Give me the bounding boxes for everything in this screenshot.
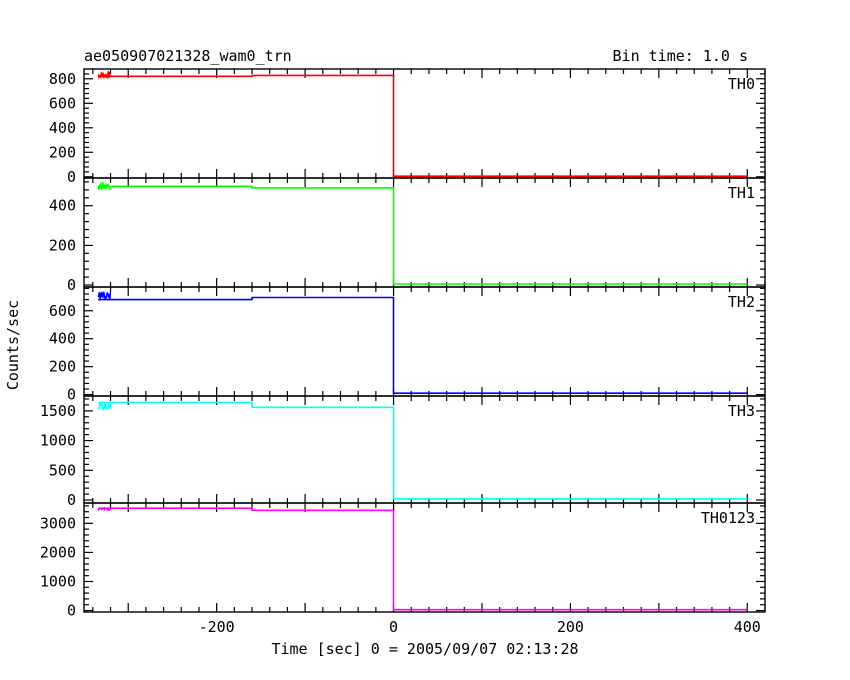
y-tick-label: 400 xyxy=(49,119,76,137)
y-axis-label: Counts/sec xyxy=(4,300,22,390)
y-tick-label: 0 xyxy=(67,602,76,620)
panel-th0123: 0 1000 2000 3000 -200 0 200 400 TH0123 xyxy=(40,502,766,636)
y-tick-label: 800 xyxy=(49,70,76,88)
x-tick-label: 400 xyxy=(734,618,761,636)
series-line-th0 xyxy=(98,74,748,177)
panel-frame xyxy=(83,68,766,179)
y-tick-label: 400 xyxy=(49,330,76,348)
panel-frame xyxy=(83,502,766,613)
x-axis-label: Time [sec] 0 = 2005/09/07 02:13:28 xyxy=(271,640,578,658)
x-tick-label: -200 xyxy=(199,618,235,636)
y-tick-label: 0 xyxy=(67,386,76,404)
panel-th1: 0 200 400 TH1 xyxy=(49,177,766,294)
y-tick-label: 400 xyxy=(49,197,76,215)
panel-th0: 0 200 400 600 800 TH0 xyxy=(49,68,766,186)
y-tick-label: 200 xyxy=(49,358,76,376)
x-tick-label: 200 xyxy=(557,618,584,636)
y-tick-label: 600 xyxy=(49,302,76,320)
y-tick-label: 0 xyxy=(67,491,76,509)
series-line-th0123 xyxy=(98,507,748,611)
panel-label-th0123: TH0123 xyxy=(701,509,755,527)
y-tick-label: 3000 xyxy=(40,514,76,532)
panel-label-th3: TH3 xyxy=(728,402,755,420)
y-tick-label: 200 xyxy=(49,236,76,254)
y-tick-label: 500 xyxy=(49,461,76,479)
chart-title: ae050907021328_wam0_trn xyxy=(84,47,292,65)
panel-frame xyxy=(83,177,766,288)
panel-th2: 0 200 400 600 TH2 xyxy=(49,286,766,404)
panel-label-th1: TH1 xyxy=(728,184,755,202)
panel-label-th2: TH2 xyxy=(728,293,755,311)
y-tick-label: 1000 xyxy=(40,432,76,450)
y-tick-label: 0 xyxy=(67,276,76,294)
y-tick-label: 200 xyxy=(49,143,76,161)
y-tick-label: 2000 xyxy=(40,543,76,561)
series-line-th3 xyxy=(98,401,748,500)
panel-frame xyxy=(83,395,766,504)
y-tick-label: 0 xyxy=(67,168,76,186)
series-noise-th3 xyxy=(97,402,112,410)
series-noise-th0 xyxy=(97,70,112,80)
panel-frame xyxy=(83,286,766,397)
y-tick-label: 600 xyxy=(49,94,76,112)
bin-time-label: Bin time: 1.0 s xyxy=(613,47,748,65)
panel-th3: 0 500 1000 1500 TH3 xyxy=(40,395,766,509)
panel-label-th0: TH0 xyxy=(728,75,755,93)
series-line-th2 xyxy=(98,296,748,395)
series-line-th1 xyxy=(98,185,748,285)
x-tick-label: 0 xyxy=(389,618,398,636)
series-noise-th2 xyxy=(97,291,112,302)
y-tick-label: 1500 xyxy=(40,402,76,420)
y-tick-label: 1000 xyxy=(40,572,76,590)
